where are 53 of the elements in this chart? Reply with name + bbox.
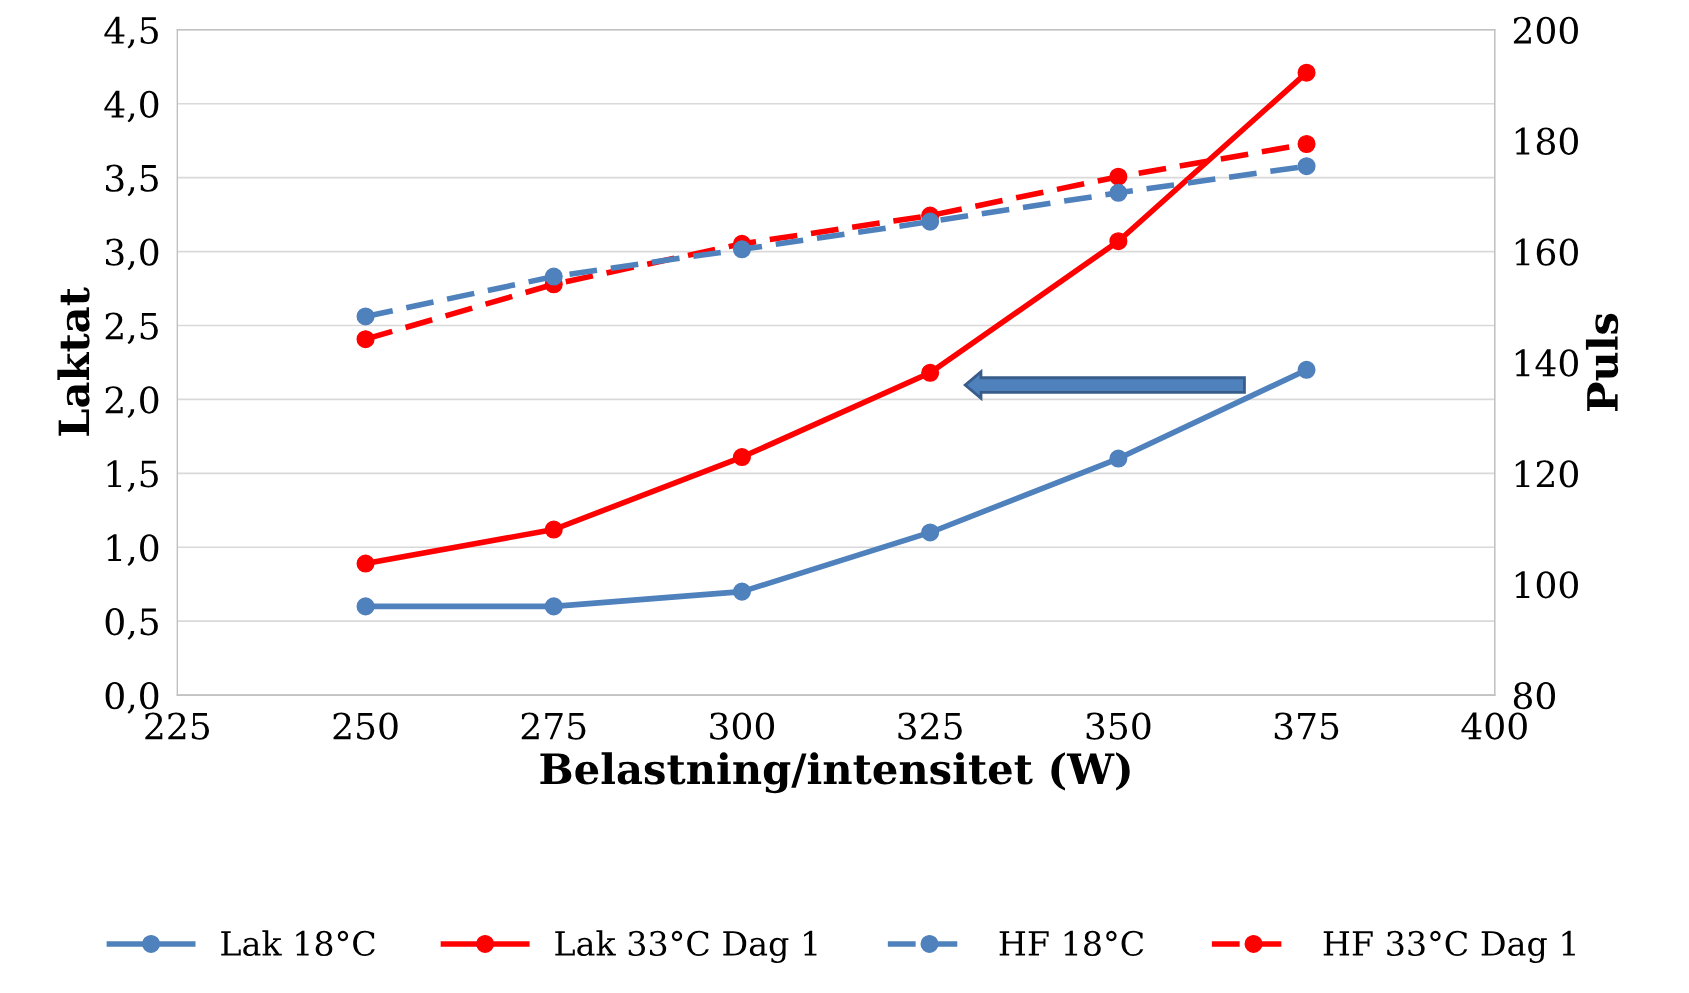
y-tick-label: 1,5 (107, 460, 158, 492)
point (921, 523, 940, 542)
point (356, 330, 375, 349)
point (732, 582, 751, 601)
y-tick-label: 4,0 (104, 90, 159, 123)
point (1109, 232, 1128, 251)
y2-tick-label: 160 (1515, 238, 1578, 266)
point (732, 448, 751, 467)
y2-tick-label: 180 (1515, 127, 1578, 155)
x-tick-label: 250 (333, 712, 398, 740)
point (1297, 134, 1316, 154)
y-tick-label: 3,5 (106, 164, 158, 197)
x-tick-label: 400 (1461, 712, 1527, 740)
y2-tick-label: 80 (1513, 682, 1555, 710)
point (356, 307, 375, 326)
y-tick-label: 2,0 (105, 386, 159, 419)
point (1297, 63, 1316, 82)
y-tick-label: 2,5 (105, 312, 158, 345)
point (1109, 449, 1128, 468)
point (356, 597, 375, 616)
y2-tick-label: 140 (1515, 349, 1578, 377)
point (544, 520, 563, 539)
legend-label: HF 33°C Dag 1 (1323, 930, 1575, 963)
y2-axis-title: Puls (1585, 313, 1619, 411)
y-tick-label: 0,5 (105, 608, 158, 640)
point (921, 363, 940, 382)
point (732, 240, 751, 259)
point (544, 267, 563, 286)
x-axis-title: Belastning/intensitet (W) (540, 752, 1130, 794)
y-tick-label: 0,0 (105, 682, 159, 714)
point (1297, 157, 1316, 176)
x-tick-label: 375 (1274, 712, 1339, 740)
point (1109, 167, 1128, 186)
y2-tick-label: 100 (1515, 571, 1578, 599)
point (544, 597, 563, 616)
y-axis-title: Laktat (57, 287, 90, 436)
x-tick-label: 325 (898, 712, 962, 740)
y-tick-label: 1,0 (107, 534, 159, 566)
y-tick-label: 4,5 (104, 16, 158, 49)
point (356, 554, 375, 573)
legend-label: HF 18°C (999, 930, 1144, 957)
y2-tick-label: 120 (1515, 460, 1578, 488)
y-tick-label: 3,0 (106, 238, 159, 271)
legend-label: Lak 33°C Dag 1 (555, 930, 817, 963)
legend-label: Lak 18°C (221, 930, 375, 957)
point (921, 212, 940, 231)
x-tick-label: 275 (521, 712, 586, 740)
y2-tick-label: 200 (1513, 16, 1578, 45)
x-tick-label: 225 (145, 712, 210, 740)
point (1109, 183, 1128, 202)
point (1297, 360, 1316, 379)
x-tick-label: 350 (1086, 712, 1151, 740)
x-tick-label: 300 (710, 712, 775, 740)
